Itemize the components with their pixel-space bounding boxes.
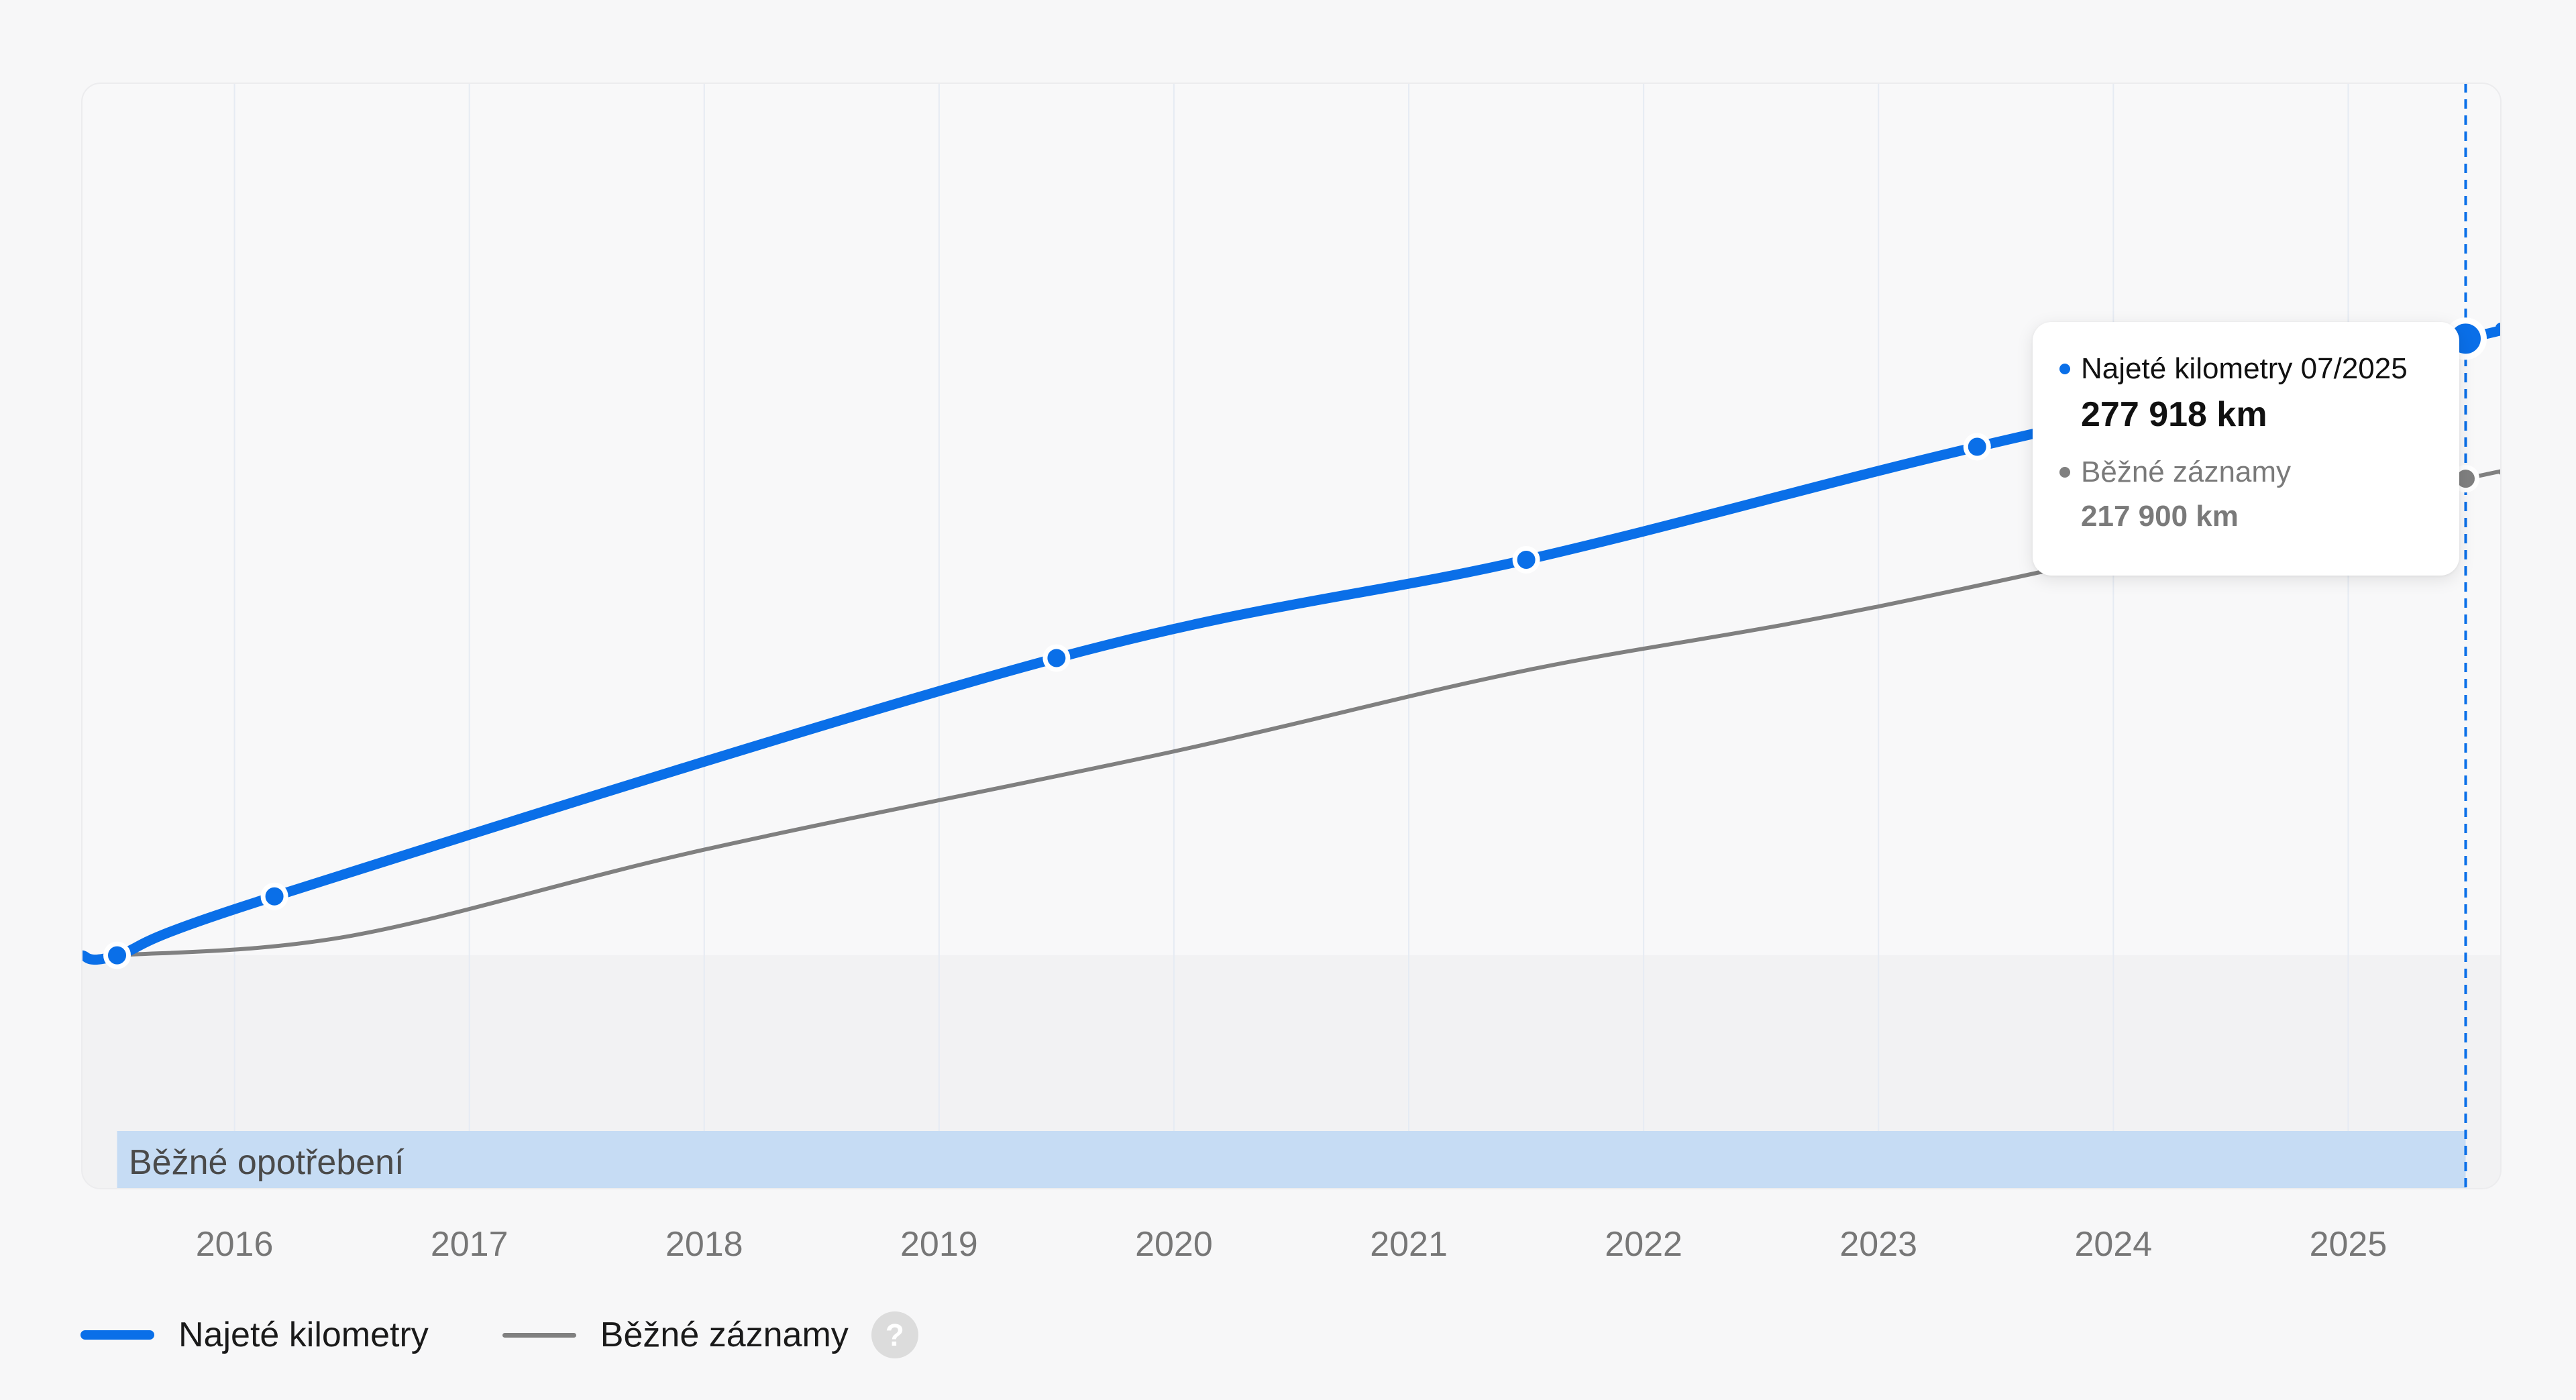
plot-border xyxy=(81,83,2502,1189)
tooltip-primary-label: Najeté kilometry 07/2025 xyxy=(2081,352,2408,385)
tooltip-secondary-dot xyxy=(2059,467,2070,478)
x-tick-label-2019: 2019 xyxy=(900,1225,978,1264)
data-point-najete-kilometry-4[interactable] xyxy=(1963,433,1991,461)
x-tick-label-2022: 2022 xyxy=(1605,1225,1682,1264)
data-point-najete-kilometry-1[interactable] xyxy=(260,882,288,910)
x-tick-label-2024: 2024 xyxy=(2074,1225,2152,1264)
legend-swatch-najete-kilometry xyxy=(80,1330,154,1340)
legend-item-bezne-zaznamy[interactable]: Běžné záznamy xyxy=(502,1315,849,1355)
x-tick-label-2016: 2016 xyxy=(196,1225,274,1264)
x-tick-label-2020: 2020 xyxy=(1135,1225,1213,1264)
grid-lines xyxy=(233,83,2349,1189)
legend-item-najete-kilometry[interactable]: Najeté kilometry xyxy=(80,1315,429,1355)
legend-label-bezne-zaznamy: Běžné záznamy xyxy=(600,1315,849,1354)
legend-label-najete-kilometry: Najeté kilometry xyxy=(178,1315,429,1354)
x-tick-label-2018: 2018 xyxy=(665,1225,743,1264)
chart-legend: Najeté kilometry Běžné záznamy ? xyxy=(80,1308,918,1362)
data-point-najete-kilometry-2[interactable] xyxy=(1042,644,1071,672)
x-tick-label-2017: 2017 xyxy=(431,1225,508,1264)
x-tick-label-2025: 2025 xyxy=(2310,1225,2387,1264)
data-point-najete-kilometry-3[interactable] xyxy=(1512,545,1540,574)
tooltip-primary-dot xyxy=(2059,364,2070,374)
help-icon[interactable]: ? xyxy=(871,1311,918,1358)
x-tick-label-2021: 2021 xyxy=(1370,1225,1448,1264)
normal-wear-band xyxy=(117,1131,2466,1189)
normal-wear-band-label: Běžné opotřebení xyxy=(129,1143,405,1182)
tooltip-primary-value: 277 918 km xyxy=(2081,395,2267,434)
x-axis-tick-labels: 2016 2017 2018 2019 2020 2021 2022 2023 2024 2025 xyxy=(196,1225,2387,1264)
hover-tooltip: Najeté kilometry 07/2025 277 918 km Běžn… xyxy=(2033,322,2459,576)
data-point-najete-kilometry-0[interactable] xyxy=(103,941,131,969)
x-tick-label-2023: 2023 xyxy=(1839,1225,1917,1264)
tooltip-secondary-value: 217 900 km xyxy=(2081,500,2239,533)
tooltip-secondary-label: Běžné záznamy xyxy=(2081,455,2292,488)
legend-swatch-bezne-zaznamy xyxy=(502,1332,576,1338)
